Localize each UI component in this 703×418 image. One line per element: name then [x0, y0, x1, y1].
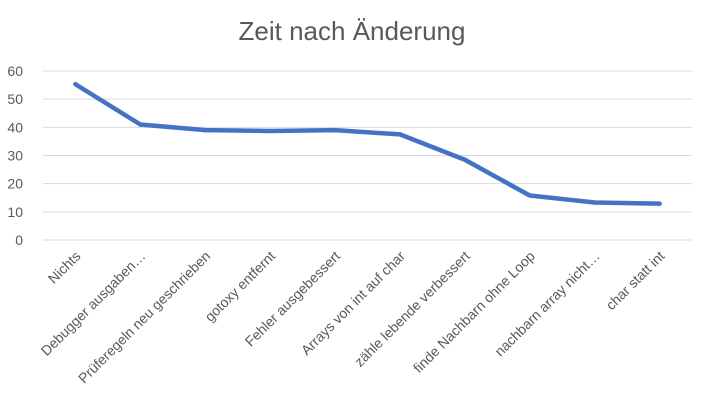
y-tick-label: 30: [7, 148, 23, 164]
y-tick-label: 40: [7, 119, 23, 135]
data-point: [527, 193, 532, 198]
y-tick-label: 20: [7, 176, 23, 192]
data-point: [267, 128, 273, 134]
x-tick-label: char statt int: [602, 248, 667, 313]
x-tick-label: Debugger ausgaben…: [38, 248, 149, 359]
data-point: [462, 157, 468, 162]
y-tick-label: 50: [7, 91, 23, 107]
gridlines: [43, 70, 692, 241]
x-tick-label: zähle lebende verbessert: [351, 248, 473, 370]
series-group: [73, 81, 662, 206]
data-point: [397, 132, 403, 137]
y-axis: 0 10 20 30 40 50 60: [7, 63, 23, 248]
series-line: [73, 81, 662, 206]
x-tick-label: Prüferegeln neu geschrieben: [75, 248, 213, 386]
x-tick-label: Nichts: [45, 248, 84, 287]
y-tick-label: 10: [7, 204, 23, 220]
data-point: [138, 122, 143, 127]
x-tick-label: finde Nachbarn ohne Loop: [410, 248, 538, 376]
y-tick-label: 60: [7, 63, 23, 79]
data-point: [332, 127, 338, 133]
data-point: [203, 127, 208, 133]
chart-title: Zeit nach Änderung: [239, 16, 466, 46]
y-tick-label: 0: [15, 232, 23, 248]
x-tick-label: nachbarn array nicht…: [491, 248, 602, 359]
data-point: [73, 82, 78, 87]
data-point: [592, 200, 597, 205]
data-point: [657, 201, 662, 206]
